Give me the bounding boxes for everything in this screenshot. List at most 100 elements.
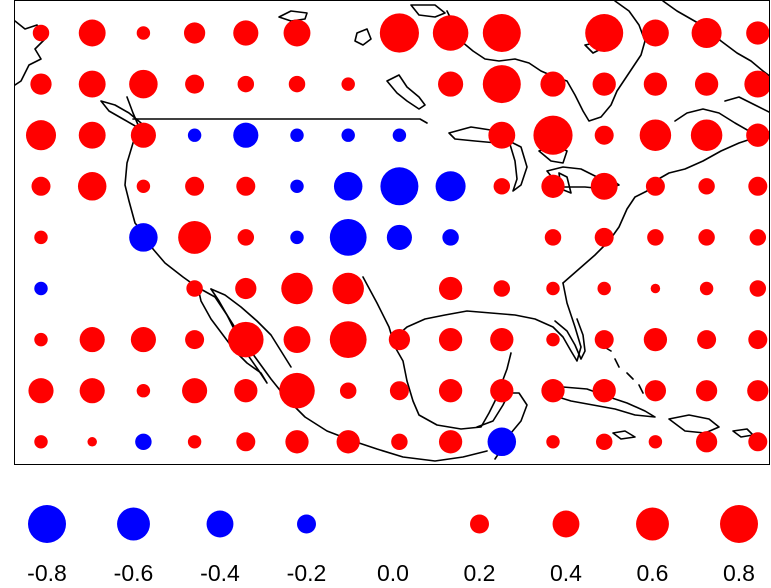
correlation-dot: [389, 381, 409, 401]
baja-california-coast: [196, 282, 268, 384]
correlation-dot: [233, 20, 259, 46]
correlation-dot: [130, 122, 156, 148]
correlation-dot: [647, 229, 664, 246]
correlation-dot: [135, 433, 152, 451]
correlation-dot: [540, 71, 566, 97]
correlation-dot: [490, 327, 514, 352]
correlation-dot: [388, 328, 411, 351]
correlation-dot: [228, 321, 264, 358]
correlation-dot: [237, 75, 255, 93]
correlation-dot: [644, 380, 667, 402]
legend-label: 0.8: [723, 560, 755, 586]
correlation-dot: [639, 119, 672, 151]
correlation-dot: [695, 431, 718, 453]
correlation-dot: [442, 229, 459, 246]
correlation-dot: [341, 77, 355, 91]
correlation-dot: [329, 219, 367, 256]
correlation-dot: [34, 230, 48, 245]
correlation-dot: [482, 65, 521, 104]
correlation-dot: [585, 14, 624, 52]
correlation-dot: [336, 430, 360, 454]
correlation-dot: [136, 179, 151, 194]
correlation-dot: [487, 427, 517, 457]
legend-dot: [28, 505, 66, 543]
correlation-dot: [435, 171, 466, 202]
correlation-dot: [234, 379, 258, 403]
correlation-dot: [34, 435, 48, 449]
legend-dot: [636, 507, 669, 541]
correlation-dot: [482, 14, 521, 52]
correlation-dot: [594, 330, 614, 350]
legend-label: -0.8: [27, 560, 67, 586]
correlation-dot: [438, 327, 463, 352]
correlation-dot: [544, 229, 562, 246]
legend-dot: [206, 510, 234, 538]
correlation-dot: [546, 281, 560, 296]
correlation-dot: [746, 123, 769, 147]
correlation-dot: [333, 172, 363, 201]
correlation-dot: [698, 178, 715, 195]
correlation-dot: [592, 379, 616, 403]
correlation-dot: [78, 121, 106, 149]
legend-dots: [28, 505, 758, 543]
correlation-dot: [650, 283, 661, 294]
correlation-dot: [185, 74, 205, 94]
correlation-dot: [541, 379, 565, 403]
correlation-dot: [546, 435, 560, 449]
correlation-dot: [31, 176, 51, 196]
correlation-dot: [32, 24, 50, 42]
correlation-dot: [746, 21, 769, 45]
atlantic-coast: [562, 132, 769, 284]
correlation-dot: [748, 330, 768, 350]
legend-label: -0.6: [113, 560, 154, 586]
legend-label: -0.4: [200, 560, 240, 586]
correlation-dot: [288, 75, 306, 93]
correlation-dot: [391, 433, 408, 451]
correlation-dot: [691, 17, 722, 49]
correlation-dot: [748, 432, 768, 452]
correlation-dot: [281, 272, 313, 305]
correlation-dot: [749, 280, 767, 297]
correlation-dot: [290, 230, 304, 245]
correlation-dot: [438, 379, 463, 403]
legend-dot: [552, 510, 580, 538]
correlation-dot: [235, 277, 257, 300]
correlation-dot: [380, 167, 419, 206]
legend-label: 0.6: [636, 560, 669, 586]
correlation-dot: [749, 229, 767, 246]
correlation-dot: [130, 327, 156, 353]
labrador-coast: [662, 1, 769, 136]
correlation-dot: [645, 176, 665, 196]
correlation-dot: [643, 72, 668, 96]
correlation-dot: [546, 332, 560, 347]
correlation-dot: [290, 179, 304, 194]
correlation-dot: [25, 120, 57, 151]
correlation-dot: [438, 276, 463, 301]
correlation-dot: [694, 72, 719, 96]
legend-dot: [117, 507, 150, 541]
correlation-dot: [78, 70, 106, 98]
correlation-dot: [747, 380, 769, 402]
correlation-dot: [136, 26, 151, 40]
correlation-dot: [590, 172, 618, 200]
correlation-dot: [283, 19, 311, 47]
legend-svg: [28, 505, 758, 543]
correlation-dot: [187, 128, 202, 142]
legend-label: -0.2: [286, 560, 327, 586]
correlation-dot: [28, 378, 54, 404]
correlation-dot: [744, 70, 769, 98]
map-panel: [14, 0, 770, 465]
arctic-islands: [278, 4, 602, 110]
correlation-dot: [379, 13, 419, 53]
correlation-dot: [438, 430, 463, 454]
correlation-dot: [748, 176, 768, 196]
gulf-of-california: [210, 288, 292, 368]
correlation-dot: [129, 69, 158, 99]
correlation-dot: [187, 435, 202, 449]
correlation-dot: [597, 281, 611, 296]
hudson-bay-coast: [446, 1, 646, 122]
correlation-dot: [34, 281, 48, 296]
correlation-dot: [279, 372, 315, 409]
correlation-dot: [185, 330, 205, 350]
correlation-dot: [643, 327, 668, 352]
